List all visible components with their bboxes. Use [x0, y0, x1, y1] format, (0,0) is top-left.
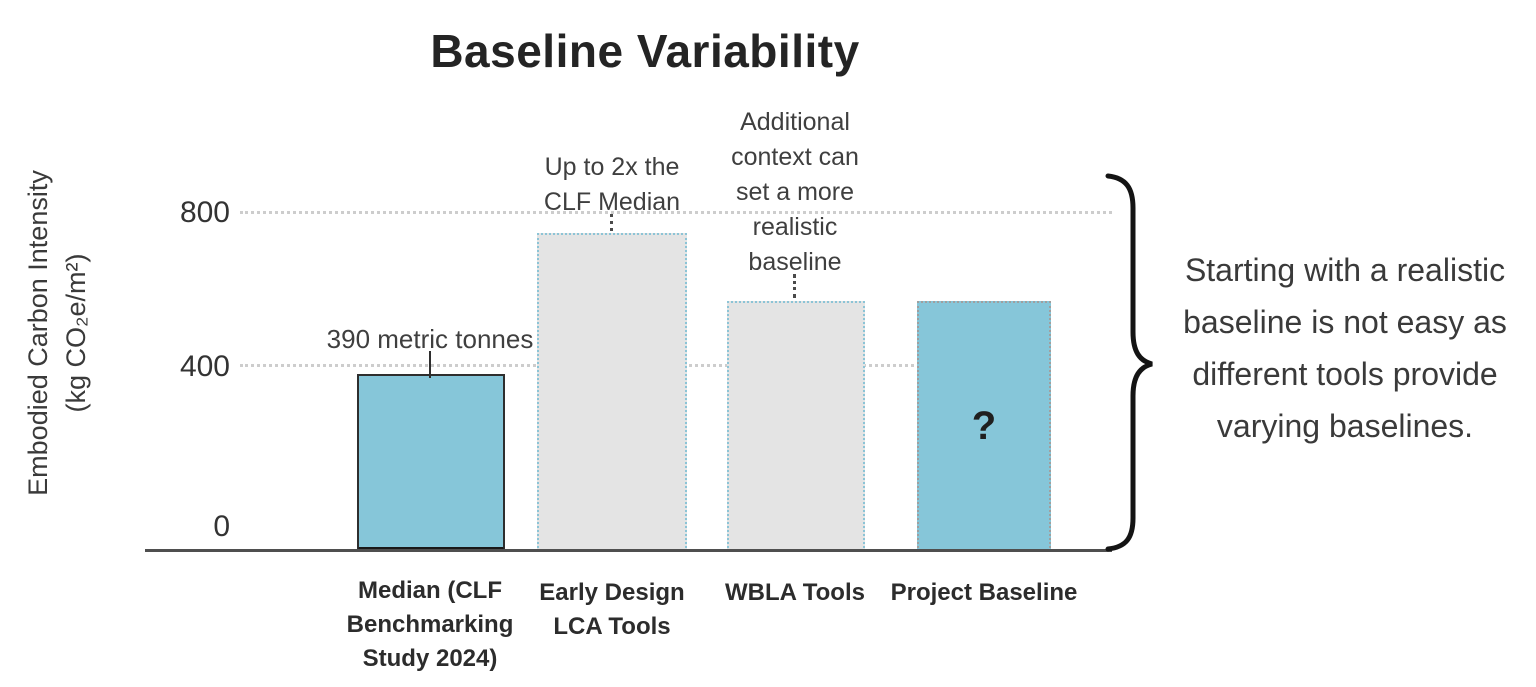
- y-tick-800: 800: [179, 196, 230, 229]
- annotation-additional-context: Additional context can set a more realis…: [731, 108, 859, 276]
- x-label-early-design-lca-tools: Early Design LCA Tools: [539, 579, 685, 640]
- x-label-project-baseline: Project Baseline: [890, 579, 1078, 606]
- chart-title: Baseline Variability: [430, 25, 860, 77]
- side-note-text: Starting with a realistic baseline is no…: [1183, 252, 1507, 444]
- bar-median-clf: [357, 374, 505, 552]
- x-label-wbla-tools: WBLA Tools: [725, 579, 865, 606]
- y-tick-0: 0: [213, 510, 230, 543]
- question-mark-label: ?: [971, 404, 997, 448]
- bar-project-baseline: ?: [917, 301, 1051, 552]
- annotation-390-metric-tonnes: 390 metric tonnes: [326, 324, 534, 354]
- x-axis-line: [145, 549, 1112, 552]
- y-axis-title: Embodied Carbon Intensity (kg CO₂e/m²): [19, 123, 97, 543]
- bar-early-design-lca-tools: [537, 233, 687, 552]
- y-tick-400: 400: [179, 350, 230, 383]
- gridline-800: [240, 211, 1112, 214]
- annotation-up-to-2x-clf-median: Up to 2x the CLF Median: [543, 153, 681, 216]
- annotation-connector-line-solid: [429, 351, 431, 378]
- y-axis-title-line1: Embodied Carbon Intensity: [23, 170, 53, 496]
- annotation-connector-line-dotted-1: [610, 214, 613, 231]
- x-label-median-clf: Median (CLF Benchmarking Study 2024): [346, 577, 514, 672]
- bar-wbla-tools: [727, 301, 865, 552]
- y-axis-title-line2: (kg CO₂e/m²): [61, 253, 91, 413]
- annotation-connector-line-dotted-2: [793, 274, 796, 298]
